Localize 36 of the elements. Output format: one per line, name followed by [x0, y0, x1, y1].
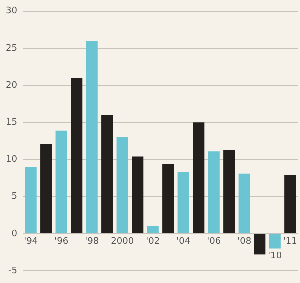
- y-tick-label: -5: [8, 266, 18, 276]
- x-tick-label: '06: [207, 236, 222, 247]
- x-tick-label: '04: [176, 236, 191, 247]
- bar: [193, 122, 205, 234]
- x-tick-label: '11: [283, 236, 298, 247]
- bar: [269, 234, 281, 249]
- bar: [238, 174, 250, 234]
- bar: [116, 137, 128, 234]
- y-tick-label: 30: [6, 6, 18, 17]
- bar: [40, 144, 52, 234]
- bar: [178, 172, 190, 234]
- y-tick-label: 0: [12, 229, 18, 240]
- x-tick-label: '98: [85, 236, 100, 247]
- x-tick-label: 2000: [111, 236, 134, 247]
- bar: [86, 41, 98, 234]
- bar: [71, 78, 83, 234]
- bar: [208, 152, 220, 234]
- bar: [132, 156, 144, 234]
- y-tick-label: 10: [6, 155, 18, 166]
- y-tick-label: 25: [6, 44, 18, 54]
- bar: [56, 130, 68, 234]
- x-tick-label: '94: [24, 236, 38, 247]
- y-tick-label: 15: [6, 118, 18, 128]
- bar: [284, 175, 296, 234]
- x-tick-label: '10: [268, 252, 282, 262]
- bar: [25, 167, 37, 234]
- x-tick-label: '08: [238, 236, 252, 247]
- bar: [147, 226, 159, 234]
- bar: [224, 150, 236, 234]
- y-tick-label: 20: [6, 80, 18, 91]
- bar: [102, 115, 114, 234]
- x-tick-label: '96: [54, 236, 69, 247]
- bar: [162, 164, 174, 234]
- y-tick-label: 5: [12, 192, 18, 202]
- x-tick-label: '02: [146, 236, 160, 247]
- bar: [254, 234, 266, 255]
